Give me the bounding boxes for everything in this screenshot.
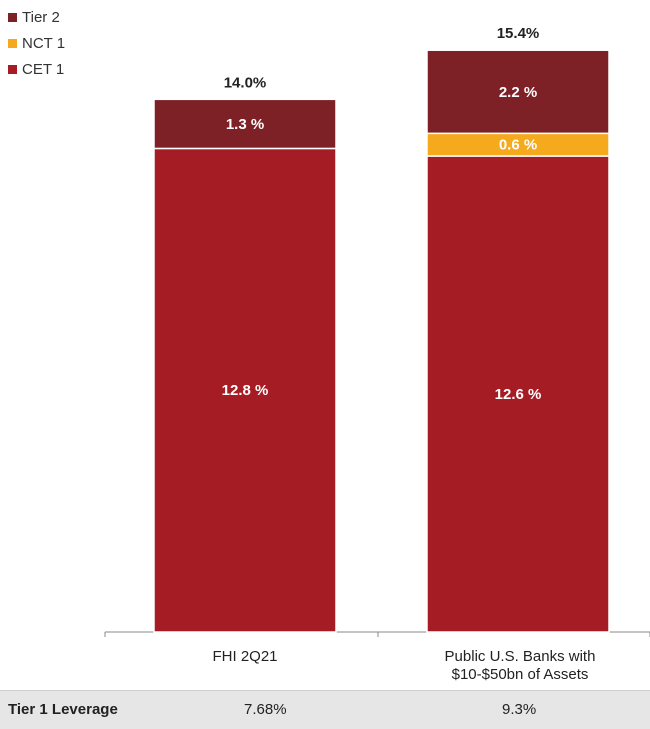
category-label-line: $10-$50bn of Assets	[451, 666, 589, 683]
tier1-leverage-row: Tier 1 Leverage 7.68% 9.3%	[0, 690, 650, 729]
bar-segment-tier-2-peers	[426, 49, 610, 135]
tier1-leverage-value-fhi: 7.68%	[244, 701, 287, 718]
data-label-nct-1-peers: 0.6 %	[499, 137, 537, 154]
tier1-leverage-label: Tier 1 Leverage	[8, 701, 118, 718]
category-label-public-banks: Public U.S. Banks with $10-$50bn of Asset…	[410, 648, 630, 684]
legend: Tier 2 NCT 1 CET 1	[8, 4, 65, 82]
total-label-fhi: 14.0%	[224, 74, 267, 91]
data-label-tier-2-fhi: 1.3 %	[226, 116, 264, 133]
bar-segment-cet-1-fhi	[153, 147, 337, 633]
legend-swatch-nct-1	[8, 38, 17, 48]
tier1-leverage-value-peers: 9.3%	[502, 701, 537, 718]
total-label-peers: 15.4%	[497, 25, 540, 42]
stacked-bar-chart: 12.8 % 1.3 % 14.0% 12.6 % 0.6 % 2.2 % 15.4%	[104, 25, 650, 637]
legend-label-nct-1: NCT 1	[22, 34, 66, 52]
category-label-line: FHI 2Q21	[212, 648, 278, 665]
legend-label-cet-1: CET 1	[22, 60, 65, 78]
legend-swatch-cet-1	[8, 64, 17, 74]
data-label-tier-2-peers: 2.2 %	[499, 84, 537, 101]
category-label-fhi: FHI 2Q21	[154, 648, 336, 666]
bar-segment-tier-2-fhi	[153, 98, 337, 150]
legend-swatch-tier-2	[8, 12, 17, 22]
legend-item-cet-1: CET 1	[8, 56, 65, 82]
legend-item-nct-1: NCT 1	[8, 30, 65, 56]
legend-item-tier-2: Tier 2	[8, 4, 65, 30]
category-label-line: Public U.S. Banks with	[444, 648, 596, 665]
legend-label-tier-2: Tier 2	[22, 8, 60, 26]
bar-segment-cet-1-peers	[426, 155, 610, 633]
data-label-cet-1-fhi: 12.8 %	[222, 382, 269, 399]
data-label-cet-1-peers: 12.6 %	[495, 386, 542, 403]
